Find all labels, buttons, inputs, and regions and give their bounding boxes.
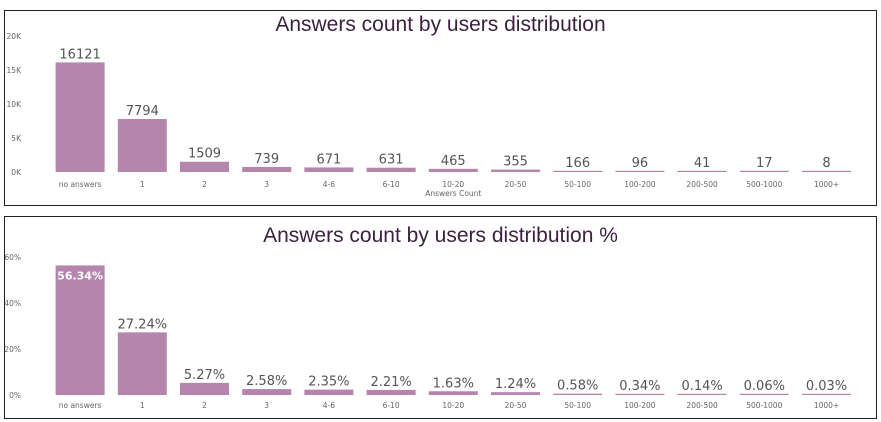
data-label: 0.06% <box>744 379 785 394</box>
data-label: 27.24% <box>118 317 168 332</box>
x-tick-label: 3 <box>264 401 269 410</box>
y-tick-label: 10K <box>7 100 23 109</box>
bar-4-6[interactable] <box>304 389 354 395</box>
x-tick-label: no answers <box>59 401 102 410</box>
x-tick-label: 20-50 <box>505 401 527 410</box>
data-label: 0.58% <box>557 379 598 394</box>
x-tick-label: 1 <box>140 180 145 189</box>
data-label: 56.34% <box>57 269 103 282</box>
bar-chart-count: 0K 5K 10K 15K 20K 16121 no answers 7794 1 1509 2 73… <box>7 32 851 198</box>
x-tick-label: 50-100 <box>564 401 591 410</box>
x-tick-label: 4-6 <box>323 180 335 189</box>
data-label: 0.03% <box>806 379 847 394</box>
data-label: 631 <box>379 153 404 168</box>
bar-200-500[interactable] <box>677 170 727 172</box>
bar-no-answers[interactable] <box>55 62 105 173</box>
bar-2[interactable] <box>180 161 229 172</box>
x-tick-label: 10-20 <box>442 401 464 410</box>
bar-50-100[interactable] <box>553 170 603 172</box>
x-tick-label: 200-500 <box>686 401 718 410</box>
bar-2[interactable] <box>180 382 229 395</box>
bar-50-100[interactable] <box>553 393 603 395</box>
bar-10-20[interactable] <box>428 168 478 172</box>
x-tick-label: 10-20 <box>442 180 464 189</box>
data-label: 5.27% <box>184 368 225 383</box>
bar-1000-[interactable] <box>802 170 851 172</box>
x-tick-label: no answers <box>59 180 102 189</box>
bar-6-10[interactable] <box>366 167 416 172</box>
x-tick-label: 6-10 <box>383 401 400 410</box>
chart-panel-count: Answers count by users distribution 0K 5K… <box>4 10 877 206</box>
data-label: 17 <box>756 156 773 171</box>
bar-1[interactable] <box>117 119 167 172</box>
chart-panel-percent: Answers count by users distribution % 0%… <box>4 216 877 419</box>
chart-title: Answers count by users distribution <box>275 13 606 36</box>
x-tick-label: 200-500 <box>686 180 718 189</box>
y-tick-label: 15K <box>7 66 23 75</box>
chart-title: Answers count by users distribution % <box>263 224 618 247</box>
bar-6-10[interactable] <box>366 389 416 395</box>
data-label: 0.14% <box>681 379 722 394</box>
bar-20-50[interactable] <box>491 392 540 395</box>
bar-200-500[interactable] <box>677 393 727 395</box>
data-label: 1.24% <box>495 377 536 392</box>
data-label: 16121 <box>59 47 100 62</box>
bar-10-20[interactable] <box>428 391 478 395</box>
bar-100-200[interactable] <box>615 393 665 395</box>
x-tick-label: 6-10 <box>383 180 400 189</box>
data-label: 96 <box>632 156 649 171</box>
data-label: 2.35% <box>308 375 349 390</box>
x-tick-label: 100-200 <box>624 180 656 189</box>
data-label: 166 <box>565 156 590 171</box>
bar-500-1000[interactable] <box>739 170 789 172</box>
bar-3[interactable] <box>242 166 292 172</box>
x-tick-label: 100-200 <box>624 401 656 410</box>
data-label: 465 <box>441 154 466 169</box>
data-label: 2.58% <box>246 374 287 389</box>
data-label: 1509 <box>188 147 221 162</box>
data-label: 739 <box>254 152 279 167</box>
bar-1000-[interactable] <box>802 393 851 395</box>
data-label: 671 <box>316 152 341 167</box>
y-tick-label: 40% <box>4 299 21 308</box>
bar-4-6[interactable] <box>304 167 354 172</box>
bar-chart-percent: 0% 20% 40% 60% 56.34% no answers 27.24% 1 5.27% 2… <box>4 253 851 410</box>
x-tick-label: 500-1000 <box>746 401 782 410</box>
data-label: 0.34% <box>619 379 660 394</box>
data-label: 355 <box>503 155 528 170</box>
y-tick-label: 0K <box>11 168 22 177</box>
data-label: 7794 <box>126 104 159 119</box>
y-tick-label: 60% <box>4 253 21 262</box>
bar-20-50[interactable] <box>491 169 540 172</box>
bar-500-1000[interactable] <box>739 393 789 395</box>
bar-100-200[interactable] <box>615 170 665 172</box>
data-label: 2.21% <box>370 375 411 390</box>
y-tick-label: 5K <box>11 134 22 143</box>
x-axis-title: Answers Count <box>425 189 481 198</box>
data-label: 8 <box>822 156 830 171</box>
y-tick-label: 20K <box>7 32 23 41</box>
y-tick-label: 0% <box>9 391 21 400</box>
x-tick-label: 2 <box>202 401 207 410</box>
bar-1[interactable] <box>117 332 167 395</box>
x-tick-label: 3 <box>264 180 269 189</box>
bar-no-answers[interactable] <box>55 265 105 395</box>
x-tick-label: 4-6 <box>323 401 335 410</box>
x-tick-label: 500-1000 <box>746 180 782 189</box>
x-tick-label: 20-50 <box>505 180 527 189</box>
x-tick-label: 50-100 <box>564 180 591 189</box>
x-tick-label: 1000+ <box>814 401 839 410</box>
x-tick-label: 1000+ <box>814 180 839 189</box>
data-label: 1.63% <box>433 376 474 391</box>
x-tick-label: 2 <box>202 180 207 189</box>
x-tick-label: 1 <box>140 401 145 410</box>
data-label: 41 <box>694 156 711 171</box>
bar-3[interactable] <box>242 389 292 395</box>
y-tick-label: 20% <box>4 345 21 354</box>
